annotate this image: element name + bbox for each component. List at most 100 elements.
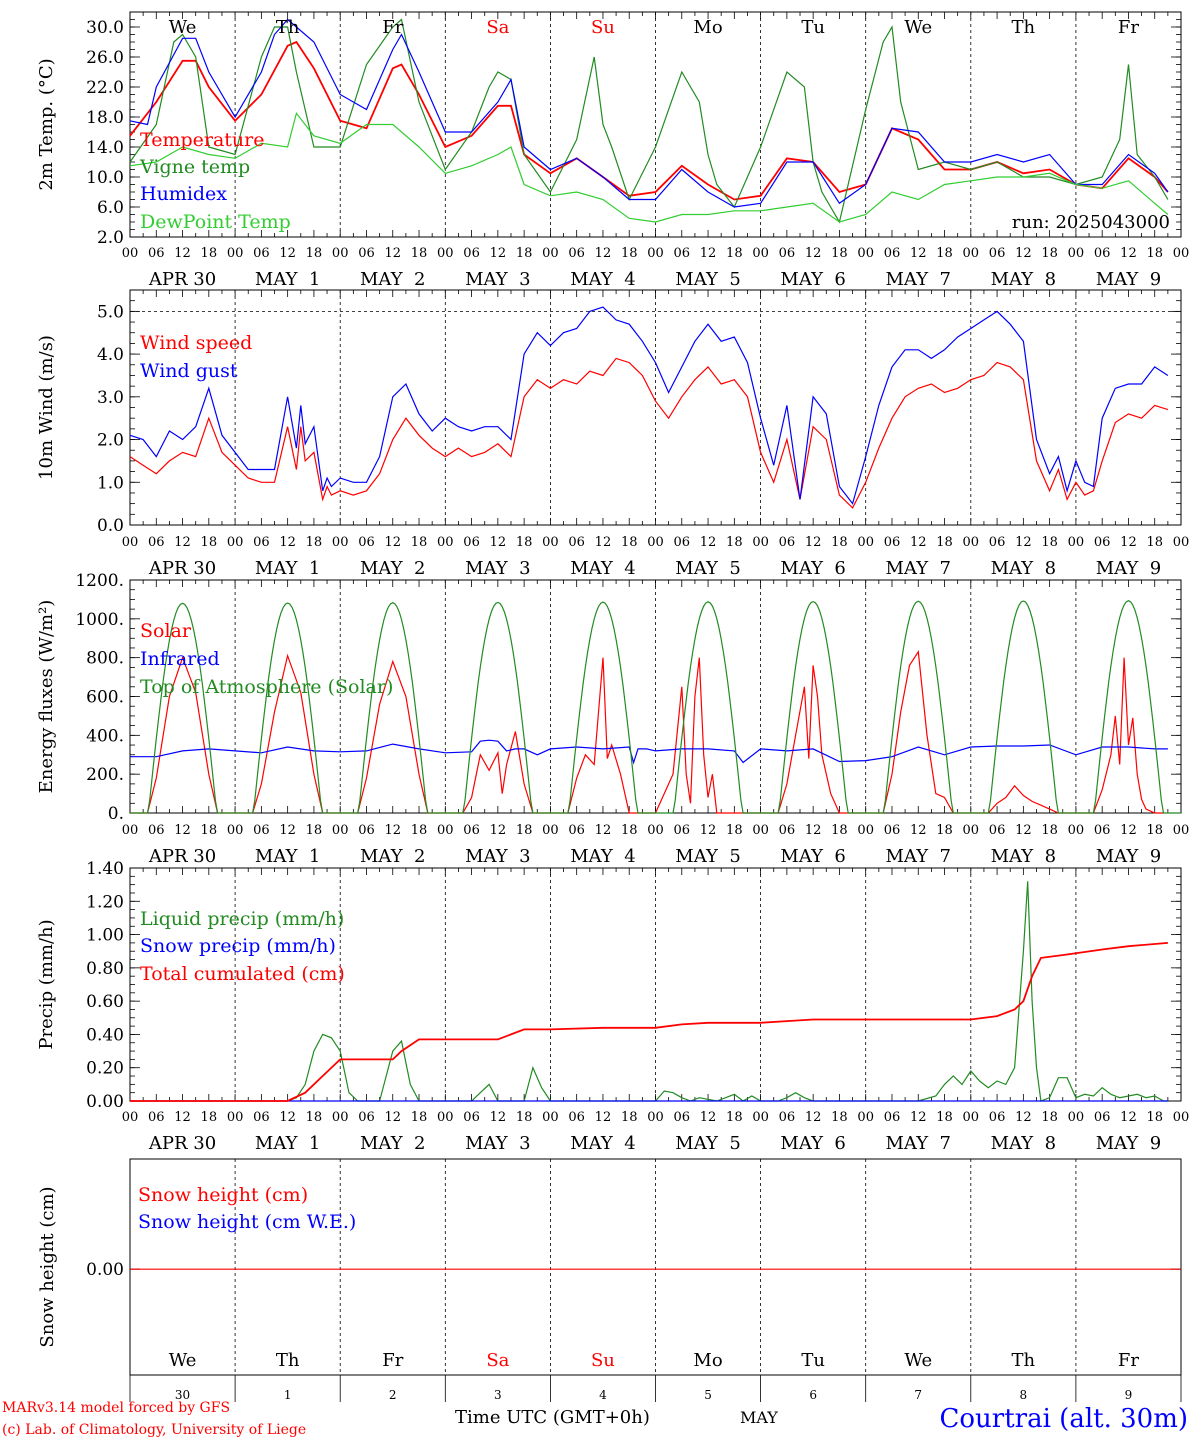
x-hour-tick-label: 12	[279, 823, 296, 838]
x-hour-tick-label: 12	[174, 246, 191, 261]
x-hour-tick-label: 12	[490, 535, 507, 550]
x-hour-tick-label: 12	[910, 246, 927, 261]
day-number-label: 5	[704, 1388, 712, 1402]
x-hour-tick-label: 12	[700, 246, 717, 261]
x-hour-tick-label: 00	[963, 246, 980, 261]
x-hour-tick-label: 06	[1094, 535, 1111, 550]
y-tick-label: 4.0	[97, 345, 124, 365]
x-day-label: MAY 1	[255, 846, 320, 867]
legend-entry: Temperature	[140, 129, 264, 151]
x-hour-tick-label: 18	[516, 246, 533, 261]
x-hour-tick-label: 12	[1120, 535, 1137, 550]
x-hour-tick-label: 00	[1068, 535, 1085, 550]
weekday-label: We	[904, 17, 932, 38]
day-number-label: 3	[494, 1388, 502, 1402]
x-hour-tick-label: 18	[621, 535, 638, 550]
y-tick-label: 0.80	[86, 959, 124, 979]
y-tick-label: 1.00	[86, 926, 124, 946]
x-hour-tick-label: 12	[595, 823, 612, 838]
x-hour-tick-label: 06	[463, 535, 480, 550]
x-hour-tick-label: 00	[122, 823, 139, 838]
month-label: MAY	[740, 1408, 778, 1427]
x-hour-tick-label: 18	[831, 535, 848, 550]
x-hour-tick-label: 12	[805, 823, 822, 838]
x-day-label: MAY 7	[886, 1133, 951, 1154]
y-tick-label: 0.60	[86, 992, 124, 1012]
legend-entry: Snow height (cm)	[138, 1184, 308, 1206]
y-tick-label: 0.00	[86, 1260, 124, 1280]
weekday-label: Su	[591, 17, 615, 38]
x-hour-tick-label: 12	[384, 1110, 401, 1125]
x-hour-tick-label: 12	[174, 535, 191, 550]
y-tick-label: 400.	[86, 726, 124, 746]
x-hour-tick-label: 06	[568, 535, 585, 550]
x-hour-tick-label: 06	[148, 246, 165, 261]
x-hour-tick-label: 18	[1041, 1110, 1058, 1125]
x-day-label: MAY 8	[991, 1133, 1056, 1154]
y-tick-label: 0.00	[86, 1092, 124, 1112]
x-hour-tick-label: 12	[1120, 823, 1137, 838]
x-day-label: MAY 5	[675, 269, 740, 290]
x-hour-tick-label: 00	[437, 535, 454, 550]
day-number-label: 7	[914, 1388, 922, 1402]
legend-entry: Infrared	[140, 648, 220, 670]
day-number-label: 8	[1020, 1388, 1028, 1402]
x-hour-tick-label: 18	[1146, 246, 1163, 261]
legend-entry: Solar	[140, 620, 192, 642]
x-hour-tick-label: 06	[568, 1110, 585, 1125]
weekday-label: Su	[591, 1350, 615, 1371]
x-hour-tick-label: 06	[779, 1110, 796, 1125]
x-hour-tick-label: 00	[857, 823, 874, 838]
x-hour-tick-label: 00	[542, 246, 559, 261]
x-hour-tick-label: 06	[253, 823, 270, 838]
x-hour-tick-label: 12	[910, 535, 927, 550]
time-axis-label: Time UTC (GMT+0h)	[455, 1407, 650, 1428]
x-hour-tick-label: 00	[1173, 823, 1190, 838]
x-day-label: MAY 5	[675, 558, 740, 579]
y-tick-label: 6.0	[97, 198, 124, 218]
x-hour-tick-label: 12	[490, 246, 507, 261]
x-hour-tick-label: 00	[332, 1110, 349, 1125]
x-hour-tick-label: 00	[752, 246, 769, 261]
day-number-label: 30	[175, 1388, 190, 1402]
x-day-label: MAY 9	[1096, 558, 1161, 579]
weekday-label: Th	[1012, 17, 1036, 38]
x-hour-tick-label: 18	[1146, 535, 1163, 550]
x-hour-tick-label: 00	[122, 246, 139, 261]
legend-entry: Total cumulated (cm)	[140, 963, 345, 985]
y-tick-label: 14.0	[86, 138, 124, 158]
x-hour-tick-label: 06	[1094, 246, 1111, 261]
x-hour-tick-label: 06	[884, 1110, 901, 1125]
x-hour-tick-label: 18	[411, 1110, 428, 1125]
x-hour-tick-label: 06	[989, 246, 1006, 261]
legend-entry: Snow height (cm W.E.)	[138, 1211, 356, 1233]
x-hour-tick-label: 18	[306, 823, 323, 838]
x-hour-tick-label: 06	[989, 1110, 1006, 1125]
x-hour-tick-label: 00	[1068, 246, 1085, 261]
x-hour-tick-label: 00	[963, 535, 980, 550]
x-hour-tick-label: 06	[463, 1110, 480, 1125]
x-hour-tick-label: 12	[1015, 246, 1032, 261]
x-hour-tick-label: 12	[384, 823, 401, 838]
series-line-solar	[130, 650, 1164, 814]
x-hour-tick-label: 00	[752, 1110, 769, 1125]
x-hour-tick-label: 00	[1068, 1110, 1085, 1125]
x-day-label: MAY 8	[991, 846, 1056, 867]
x-hour-tick-label: 06	[568, 823, 585, 838]
x-day-label: MAY 6	[780, 558, 845, 579]
x-hour-tick-label: 00	[122, 1110, 139, 1125]
x-day-label: MAY 7	[886, 846, 951, 867]
x-hour-tick-label: 00	[857, 1110, 874, 1125]
legend-entry: Wind gust	[140, 360, 238, 382]
x-day-label: MAY 2	[360, 269, 425, 290]
x-hour-tick-label: 00	[542, 535, 559, 550]
y-tick-label: 22.0	[86, 78, 124, 98]
weekday-label: Sa	[486, 17, 509, 38]
x-hour-tick-label: 12	[595, 535, 612, 550]
x-hour-tick-label: 12	[805, 535, 822, 550]
day-number-label: 9	[1125, 1388, 1133, 1402]
x-hour-tick-label: 12	[700, 823, 717, 838]
x-day-label: APR 30	[148, 269, 216, 290]
day-number-label: 2	[389, 1388, 397, 1402]
x-hour-tick-label: 12	[490, 1110, 507, 1125]
